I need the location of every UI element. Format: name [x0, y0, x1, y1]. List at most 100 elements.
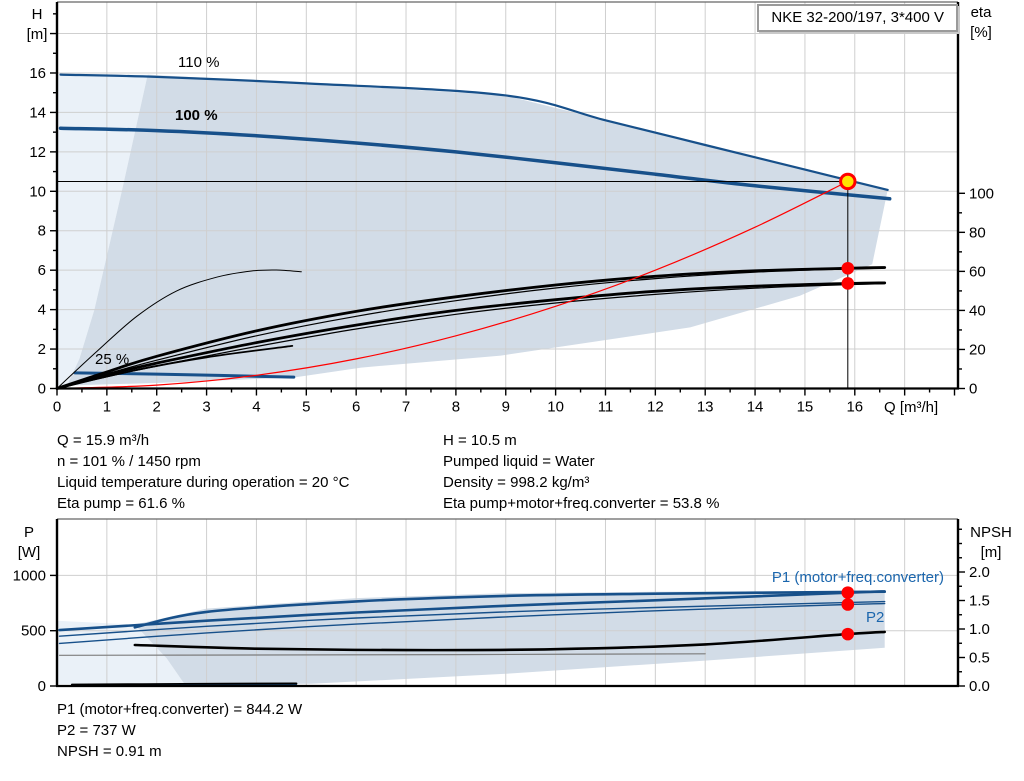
duty-info-right: H = 10.5 m Pumped liquid = Water Density… [443, 430, 719, 514]
info-line-n: n = 101 % / 1450 rpm [57, 453, 201, 470]
p-axis-title: P [24, 524, 34, 541]
npsh-curve [133, 630, 886, 652]
speed-110-curve [59, 73, 889, 191]
right-tick-label: 1.5 [969, 593, 990, 610]
power-info: P1 (motor+freq.converter) = 844.2 W P2 =… [57, 699, 302, 762]
eta-reduced-speed-arc [56, 269, 302, 389]
x-tick-label: 8 [452, 399, 460, 416]
envelope-light-power [57, 620, 185, 685]
x-tick-label: 14 [747, 399, 764, 416]
p1-110-curve [133, 590, 886, 629]
x-tick-label: 4 [252, 399, 260, 416]
curve-value-dot [841, 598, 855, 611]
left-tick-label: 0 [38, 381, 46, 398]
info-line-npsh: NPSH = 0.91 m [57, 743, 162, 760]
eta-axis-unit: [%] [970, 24, 992, 41]
right-tick-label: 1.0 [969, 621, 990, 638]
x-tick-label: 2 [153, 399, 161, 416]
series [55, 73, 892, 390]
ticks [50, 528, 965, 687]
right-tick-label: 0.0 [969, 678, 990, 695]
info-line-q: Q = 15.9 m³/h [57, 432, 150, 449]
right-tick-label: 80 [969, 224, 986, 241]
right-tick-label: 60 [969, 263, 986, 280]
curve-value-dot [841, 261, 855, 275]
x-tick-label: 12 [647, 399, 664, 416]
hq-chart: 0 1 2 3 4 5 6 7 8 9 10 11 12 13 14 15 160246810121416020… [29, 1, 994, 416]
eta-pump-curve-2 [56, 267, 886, 390]
series [58, 590, 886, 687]
system-curve [56, 180, 849, 390]
left-tick-label: 500 [21, 623, 46, 640]
right-tick-label: 20 [969, 341, 986, 358]
h-axis-unit: [m] [27, 26, 48, 43]
annotation-p2: P2 [866, 609, 884, 626]
annotation-p1-motor-freq-converter-: P1 (motor+freq.converter) [772, 569, 944, 586]
annotation-100-: 100 % [175, 107, 218, 124]
info-line-p2: P2 = 737 W [57, 722, 136, 739]
eta-25-curve [56, 345, 294, 390]
npsh-axis-title: NPSH [970, 524, 1012, 541]
left-tick-label: 10 [29, 183, 46, 200]
x-tick-label: 6 [352, 399, 360, 416]
right-tick-label: 100 [969, 185, 994, 202]
annotation-110-: 110 % [178, 54, 219, 71]
info-line-p1: P1 (motor+freq.converter) = 844.2 W [57, 701, 303, 718]
p2-110-curve [58, 600, 886, 637]
pump-title-box: NKE 32-200/197, 3*400 V [757, 4, 958, 32]
x-tick-label: 10 [547, 399, 564, 416]
left-tick-label: 2 [38, 341, 46, 358]
annotation-25-: 25 % [95, 351, 129, 368]
duty-point [839, 172, 857, 191]
left-tick-label: 14 [29, 104, 46, 121]
duty-info-left: Q = 15.9 m³/h n = 101 % / 1450 rpm Liqui… [57, 430, 349, 514]
x-tick-label: 9 [502, 399, 510, 416]
x-tick-label: 16 [846, 399, 863, 416]
x-tick-label: 3 [202, 399, 210, 416]
ticks [50, 13, 965, 396]
right-tick-label: 40 [969, 302, 986, 319]
p-axis-unit: [W] [18, 544, 41, 561]
left-tick-label: 0 [38, 678, 46, 695]
npsh-axis-unit: [m] [981, 544, 1002, 561]
right-tick-label: 0.5 [969, 650, 990, 667]
x-tick-label: 5 [302, 399, 310, 416]
right-tick-label: 2.0 [969, 564, 990, 581]
p-min-gray-line [58, 653, 706, 656]
info-line-liquid: Pumped liquid = Water [443, 453, 595, 470]
info-line-eta-total: Eta pump+motor+freq.converter = 53.8 % [443, 495, 720, 512]
info-line-eta-pump: Eta pump = 61.6 % [57, 495, 185, 512]
left-tick-label: 4 [38, 302, 46, 319]
left-tick-label: 16 [29, 65, 46, 82]
speed-100-curve [58, 126, 892, 201]
eta-pump-curve [55, 266, 887, 390]
info-line-temperature: Liquid temperature during operation = 20… [57, 474, 350, 491]
x-tick-label: 0 [53, 399, 61, 416]
left-tick-label: 8 [38, 223, 46, 240]
curve-value-dot [841, 277, 855, 290]
h-axis-title: H [32, 6, 43, 23]
curve-value-dot [841, 586, 855, 599]
info-line-density: Density = 998.2 kg/m³ [443, 474, 590, 491]
power-npsh-chart: 0 500 1000 0.0 0.5 1.0 1.5 2.0 P1 (motor+freq.co… [13, 518, 990, 695]
eta-axis-title: eta [971, 4, 993, 21]
eta-total-curve [55, 281, 887, 390]
x-tick-label: 7 [402, 399, 410, 416]
x-tick-label: 1 [103, 399, 111, 416]
p1-100-curve [58, 590, 886, 632]
curve-value-dot [841, 627, 855, 641]
x-tick-label: 13 [697, 399, 714, 416]
info-line-h: H = 10.5 m [443, 432, 517, 449]
left-tick-label: 12 [29, 144, 46, 161]
x-tick-label: 15 [797, 399, 814, 416]
left-tick-label: 1000 [13, 567, 46, 584]
speed-25-curve [73, 371, 296, 379]
x-tick-label: 11 [598, 399, 614, 416]
right-tick-label: 0 [969, 381, 977, 398]
p-25-curve [70, 682, 298, 686]
p2-100-curve [58, 602, 886, 645]
left-tick-label: 6 [38, 262, 46, 279]
q-axis-title: Q [m³/h] [884, 399, 938, 416]
